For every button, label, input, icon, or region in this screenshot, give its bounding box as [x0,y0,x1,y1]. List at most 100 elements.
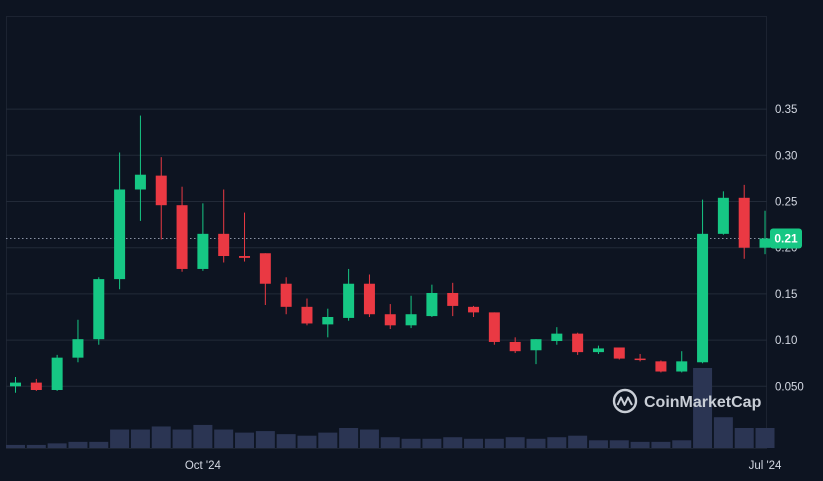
volume-bar [318,432,338,448]
candle-body [634,358,646,361]
candle [197,203,209,271]
candle-body [676,361,688,372]
volume-bar [89,441,109,448]
candle [655,360,667,373]
volume-bar [609,440,629,448]
candle-body [322,317,334,325]
volume-bar [672,440,692,448]
volume-bar [47,443,67,448]
volume-bar [110,429,130,448]
candle-body [551,333,563,342]
candle [759,210,771,255]
candle [572,332,584,355]
volume-bar [276,434,296,448]
volume-bar [547,437,567,448]
candle-body [613,347,625,359]
candle-body [155,175,167,206]
volume-bar [713,417,733,448]
volume-bar [339,428,359,448]
volume-bar [505,437,525,448]
volume-bar [401,438,421,448]
candle [530,339,542,365]
volume-bar [214,429,234,448]
plot-frame [6,16,767,449]
candle-body [655,361,667,372]
candle [592,345,604,354]
volume-bar [630,441,650,448]
candle [426,284,438,317]
candle [239,212,251,262]
x-tick-label: Oct '24 [185,460,222,472]
candle [93,277,105,345]
candle [363,274,375,317]
volume-bar [526,438,546,448]
candle [134,115,146,221]
volume-bar [172,429,192,448]
candle [405,295,417,329]
volume-bar [380,437,400,448]
candle-body [280,283,292,307]
y-tick-label: 0.25 [775,197,797,209]
volume-bar [422,438,442,448]
candle [634,353,646,362]
candle [10,377,21,393]
candle [384,304,396,330]
candle [717,191,729,235]
candle [509,337,521,354]
watermark-text: CoinMarketCap [644,394,762,411]
y-tick-label: 0.15 [775,289,797,301]
candle-body [72,339,84,358]
current-price-label: 0.21 [774,231,798,245]
candle-body [426,292,438,317]
candle-body [509,341,521,352]
volume-bar [359,429,379,448]
candle-body [363,283,375,315]
coinmarketcap-logo-icon [612,388,638,414]
candle-body [343,283,355,318]
candle-body [405,314,417,326]
y-tick-label: 0.10 [775,335,797,347]
volume-bar [464,438,484,448]
candle-body [239,256,251,258]
candle-body [10,382,21,387]
volume-bar [68,441,88,448]
volume-bar [755,428,775,448]
candle [738,184,750,259]
candle [468,305,480,317]
candle-body [176,205,188,269]
candle [301,298,313,326]
candle-body [530,339,542,351]
candle-body [93,279,105,340]
candle [155,157,167,240]
candle-body [697,233,709,363]
volume-bar [151,426,171,448]
volume-bar [235,432,255,448]
candle [551,327,563,345]
candle [676,351,688,373]
y-tick-label: 0.050 [775,381,804,393]
candle [259,253,271,305]
candle-body [114,189,126,280]
candle [697,199,709,364]
volume-bar [255,431,275,448]
candle [72,319,84,363]
candle [613,347,625,360]
candle-body [468,306,480,313]
candle [447,282,459,317]
volume-bar [443,437,463,448]
candle-body [572,333,584,353]
watermark: CoinMarketCap [612,388,762,414]
candle [343,268,355,321]
candle-body [218,233,230,257]
volume-bar [26,444,46,448]
candle [30,378,42,391]
volume-bar [193,424,213,448]
candle-body [384,314,396,326]
volume-bar [588,440,608,448]
candle-body [51,357,63,390]
candle-body [30,382,42,390]
candle-body [301,306,313,324]
volume-bar [568,435,588,448]
